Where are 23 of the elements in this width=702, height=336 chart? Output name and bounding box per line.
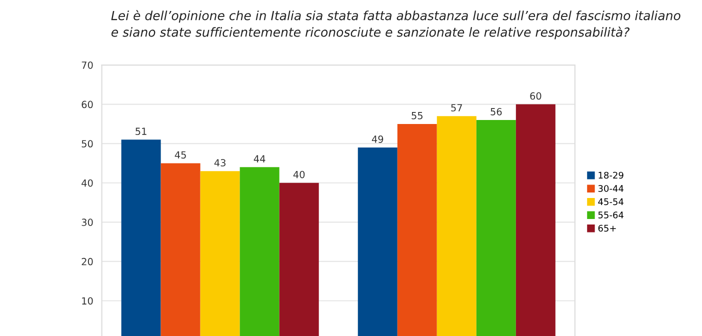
data-label: 56 [490,108,502,116]
y-tick-label: 20 [82,258,93,266]
data-label: 57 [451,104,462,112]
data-label: 60 [530,92,542,100]
y-tick-label: 40 [82,179,93,187]
data-label: 55 [412,112,422,120]
chart-title: Lei è dell’opinione che in Italia sia stata fatta abbastanza luce sull’era del fascismo italiano e siano state sufficientemente riconosciute e sanzionate le relative responsabilità? [111,10,680,40]
data-label: 49 [372,136,384,143]
y-tick-label: 60 [82,100,93,108]
legend-label: 18-29 [598,172,624,179]
y-tick-label: 30 [82,218,93,226]
data-label: 45 [174,151,186,159]
y-tick-label: 70 [82,61,93,69]
legend-label: 45-54 [598,198,624,206]
legend-label: 55-64 [598,212,624,218]
data-label: 43 [214,159,226,166]
data-label: 44 [254,155,266,162]
y-tick-label: 10 [82,297,93,305]
data-label: 51 [136,128,146,135]
legend-label: 65+ [598,224,616,232]
data-label: 40 [293,170,305,178]
y-tick-label: 50 [82,140,93,148]
legend-label: 30-44 [598,185,624,192]
